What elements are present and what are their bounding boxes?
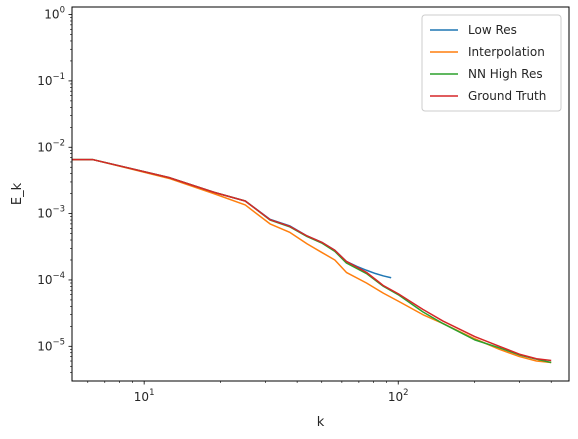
x-tick-label: 102 bbox=[388, 388, 409, 404]
y-tick-label-exp: −1 bbox=[52, 72, 65, 82]
x-tick-label-exp: 1 bbox=[149, 388, 154, 398]
y-tick-label-base: 10 bbox=[44, 8, 59, 22]
x-tick-label: 101 bbox=[134, 388, 155, 404]
legend-label: NN High Res bbox=[468, 67, 543, 81]
y-tick-label: 10−3 bbox=[37, 205, 65, 221]
legend-box bbox=[421, 14, 562, 112]
legend-label: Ground Truth bbox=[468, 89, 546, 103]
series-line-nn-high-res bbox=[72, 158, 552, 364]
y-tick-label-base: 10 bbox=[37, 273, 52, 287]
y-tick-label: 10−5 bbox=[37, 337, 65, 353]
y-tick-label-exp: −3 bbox=[52, 205, 65, 215]
plot-lines bbox=[72, 158, 552, 364]
y-tick-label: 100 bbox=[44, 6, 65, 22]
y-tick-label-base: 10 bbox=[37, 339, 52, 353]
x-tick-label-exp: 2 bbox=[403, 388, 408, 398]
y-tick-label-exp: −4 bbox=[52, 271, 65, 281]
x-tick-label-base: 10 bbox=[134, 390, 149, 404]
x-axis-label: k bbox=[317, 415, 325, 430]
y-tick-label-exp: −5 bbox=[52, 337, 65, 347]
y-tick-label-base: 10 bbox=[37, 74, 52, 88]
y-tick-label: 10−2 bbox=[37, 138, 65, 154]
legend-label: Low Res bbox=[468, 23, 517, 37]
series-line-ground-truth bbox=[72, 158, 552, 362]
y-tick-label: 10−4 bbox=[37, 271, 65, 287]
y-tick-label: 10−1 bbox=[37, 72, 65, 88]
series-line-interpolation bbox=[72, 158, 552, 364]
y-axis-label: E_k bbox=[10, 182, 25, 205]
y-tick-label-exp: 0 bbox=[60, 6, 65, 16]
legend-label: Interpolation bbox=[468, 45, 545, 59]
y-tick-label-exp: −2 bbox=[52, 138, 65, 148]
x-tick-label-base: 10 bbox=[388, 390, 403, 404]
y-tick-label-base: 10 bbox=[37, 207, 52, 221]
y-tick-label-base: 10 bbox=[37, 140, 52, 154]
legend: Low Res Interpolation NN High Res Ground Tr… bbox=[421, 14, 562, 112]
plot-frame bbox=[71, 6, 570, 382]
